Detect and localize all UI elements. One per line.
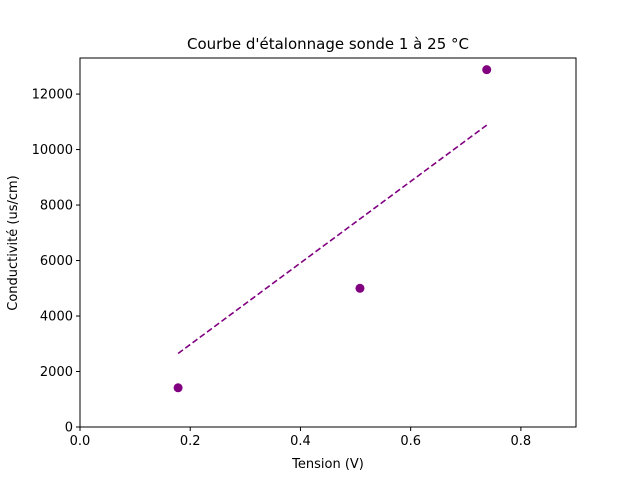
y-tick-label: 8000 bbox=[40, 199, 73, 214]
y-tick-label: 4000 bbox=[40, 310, 73, 325]
y-tick-label: 2000 bbox=[40, 365, 73, 380]
plot-area bbox=[79, 57, 577, 428]
x-axis-ticks: 0.0 0.2 0.4 0.6 0.8 bbox=[70, 427, 532, 449]
x-tick-label: 0.6 bbox=[400, 434, 421, 449]
x-axis-label: Tension (V) bbox=[291, 457, 364, 472]
y-tick-label: 10000 bbox=[32, 143, 73, 158]
data-point bbox=[173, 383, 183, 393]
y-axis-ticks: 0 2000 4000 6000 8000 10000 12000 bbox=[32, 88, 80, 436]
y-tick-label: 12000 bbox=[32, 88, 73, 103]
y-tick-label: 0 bbox=[65, 421, 73, 436]
axes-frame bbox=[79, 57, 577, 428]
x-tick-label: 0.2 bbox=[180, 434, 201, 449]
x-tick-label: 0.0 bbox=[70, 434, 91, 449]
y-tick-label: 6000 bbox=[40, 254, 73, 269]
data-point bbox=[355, 283, 365, 293]
fit-line bbox=[177, 124, 488, 355]
x-tick-label: 0.8 bbox=[511, 434, 532, 449]
x-tick-label: 0.4 bbox=[290, 434, 311, 449]
chart-title: Courbe d'étalonnage sonde 1 à 25 °C bbox=[187, 35, 469, 53]
y-axis-label: Conductivité (us/cm) bbox=[6, 175, 21, 311]
data-point bbox=[482, 65, 492, 75]
